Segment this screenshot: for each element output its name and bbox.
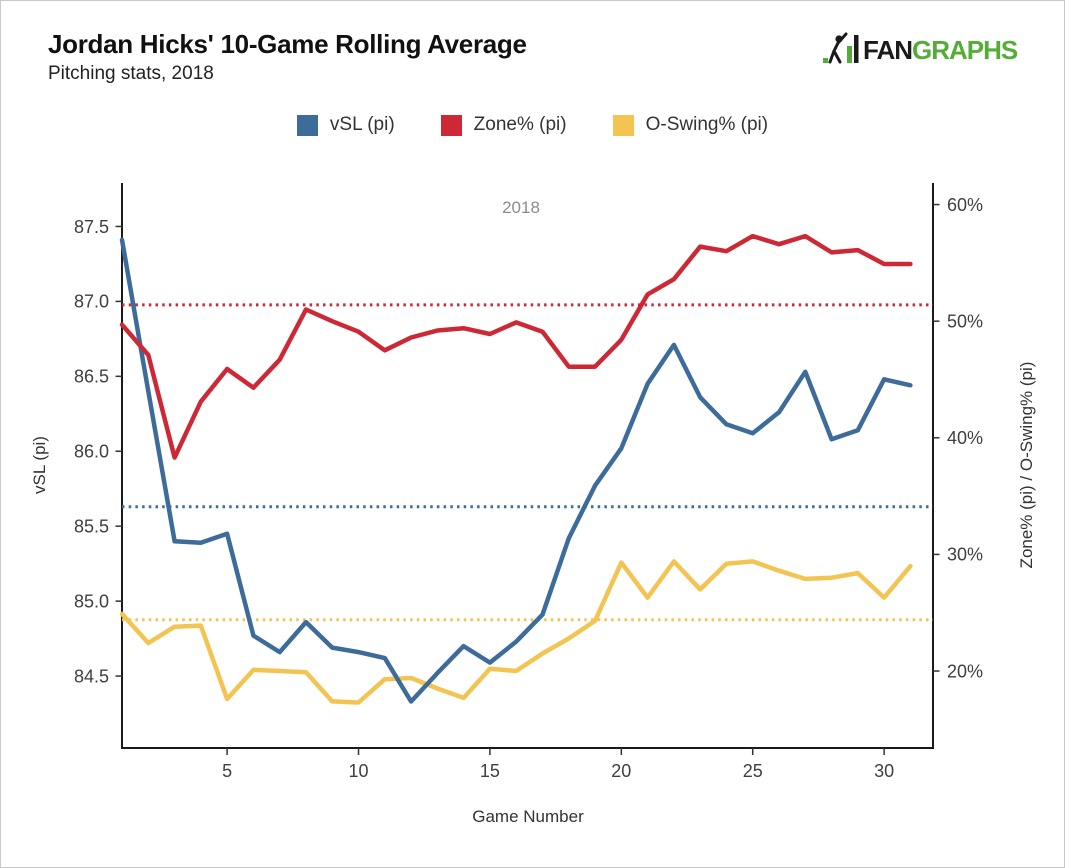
chart-legend: vSL (pi) Zone% (pi) O-Swing% (pi) <box>1 114 1064 136</box>
right-axis-tick-label: 30% <box>947 545 983 565</box>
right-axis-tick-label: 50% <box>947 311 983 331</box>
left-axis-tick-label: 84.5 <box>74 666 109 686</box>
vsl-swatch <box>296 114 318 136</box>
zone-pi-line <box>119 233 913 460</box>
legend-item-vsl: vSL (pi) <box>296 114 395 136</box>
legend-label-vsl: vSL (pi) <box>329 114 395 135</box>
right-axis-tick-label: 60% <box>947 195 983 215</box>
o-swing-pi-line <box>119 559 913 705</box>
x-axis-tick-label: 30 <box>874 761 894 781</box>
left-axis-tick-label: 85.0 <box>74 591 109 611</box>
axis-spines <box>121 183 934 749</box>
right-axis-tick-label: 40% <box>947 428 983 448</box>
year-annotation: 2018 <box>502 198 540 217</box>
page-title: Jordan Hicks' 10-Game Rolling Average <box>48 29 527 59</box>
logo-graphs-text: GRAPHS <box>912 35 1018 65</box>
x-axis-title: Game Number <box>472 807 584 826</box>
x-axis-tick-label: 25 <box>743 761 763 781</box>
logo-fan-text: FAN <box>863 35 912 65</box>
zone-swatch <box>440 114 462 136</box>
x-axis-tick-label: 10 <box>349 761 369 781</box>
left-axis-tick-label: 85.5 <box>74 516 109 536</box>
oswing-swatch <box>612 114 634 136</box>
x-axis-tick-label: 20 <box>611 761 631 781</box>
fangraphs-logo: FANGRAPHS <box>823 31 1019 67</box>
right-axis-tick-label: 20% <box>947 661 983 681</box>
left-axis-tick-label: 86.5 <box>74 367 109 387</box>
svg-text:FANGRAPHS: FANGRAPHS <box>863 35 1018 65</box>
x-axis-tick-label: 5 <box>222 761 232 781</box>
x-axis-tick-label: 15 <box>480 761 500 781</box>
left-axis-tick-label: 86.0 <box>74 442 109 462</box>
left-axis-tick-label: 87.0 <box>74 292 109 312</box>
legend-item-oswing: O-Swing% (pi) <box>612 114 769 136</box>
fangraphs-batter-icon: FANGRAPHS <box>823 32 1019 65</box>
legend-label-oswing: O-Swing% (pi) <box>645 114 769 135</box>
legend-item-zone: Zone% (pi) <box>440 114 567 136</box>
page-subtitle: Pitching stats, 2018 <box>48 63 214 84</box>
legend-label-zone: Zone% (pi) <box>473 114 567 135</box>
vsl-pi-line <box>119 237 913 704</box>
left-axis-tick-label: 87.5 <box>74 217 109 237</box>
